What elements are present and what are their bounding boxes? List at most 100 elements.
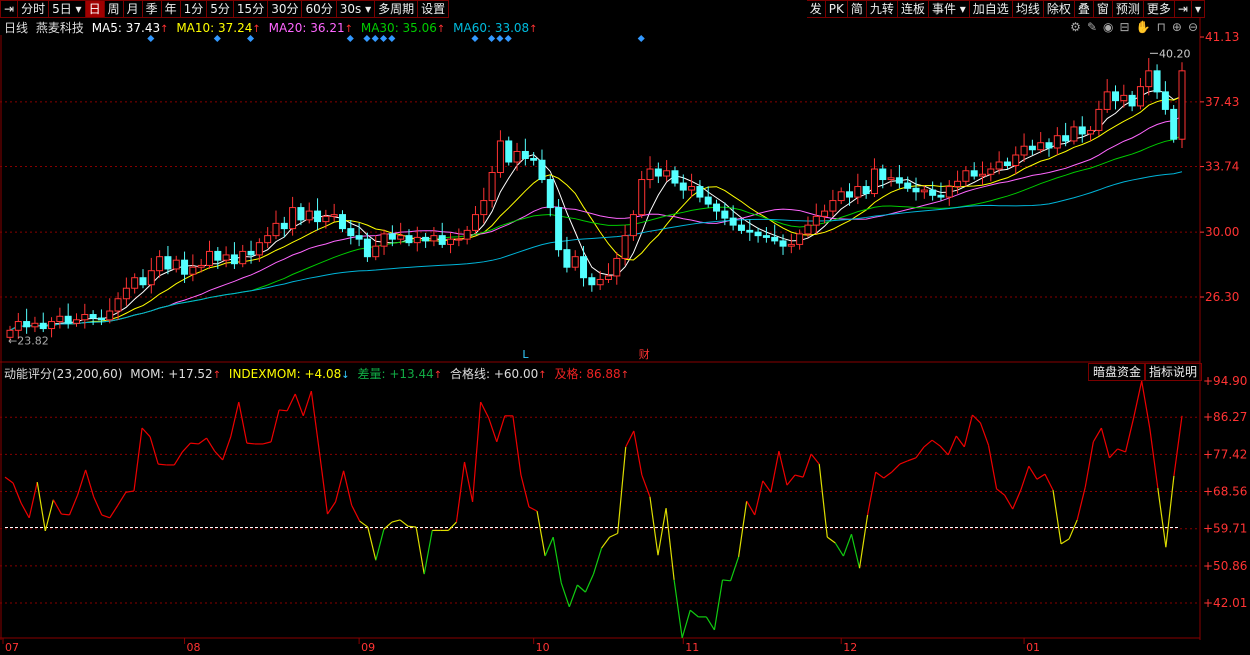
candle-body bbox=[746, 229, 754, 233]
zoom-out-icon[interactable]: ⊖ bbox=[1187, 20, 1198, 34]
chart-tools: ⚙ ✎ ◉ ⊟ ✋ ⊓ ⊕ ⊖ bbox=[1070, 20, 1198, 34]
mom-line-segment bbox=[286, 393, 296, 412]
mom-line-segment bbox=[802, 453, 812, 478]
mom-line-segment bbox=[68, 494, 79, 516]
mom-line-segment bbox=[931, 439, 941, 447]
mom-line-segment bbox=[93, 496, 103, 516]
mom-line-segment bbox=[359, 520, 369, 528]
feature-button-2[interactable]: 简 bbox=[847, 0, 867, 18]
ma20-value: MA20: 36.21↑ bbox=[268, 21, 354, 35]
mom-line-segment bbox=[592, 547, 603, 575]
mom-line-segment bbox=[190, 442, 199, 445]
mom-line-segment bbox=[649, 496, 659, 556]
tab-12[interactable]: 30s ▾ bbox=[336, 0, 376, 18]
mom-line-segment bbox=[61, 513, 70, 516]
price-tick-label: 33.74 bbox=[1205, 160, 1239, 174]
feature-button-4[interactable]: 连板 bbox=[897, 0, 929, 18]
mom-line-segment bbox=[770, 450, 780, 493]
candle-body bbox=[937, 194, 945, 198]
mom-line-segment bbox=[262, 441, 272, 445]
candle-body bbox=[314, 210, 322, 223]
hand-icon[interactable]: ✋ bbox=[1135, 20, 1151, 34]
mom-line-segment bbox=[488, 417, 498, 443]
ma30-value: MA30: 35.06↑ bbox=[360, 21, 446, 35]
month-label: 12 bbox=[843, 641, 857, 654]
feature-button-8[interactable]: 除权 bbox=[1043, 0, 1075, 18]
candle-body bbox=[222, 254, 230, 261]
mom-line-segment bbox=[125, 490, 135, 493]
eye-icon[interactable]: ◉ bbox=[1103, 20, 1114, 34]
feature-button-3[interactable]: 九转 bbox=[866, 0, 898, 18]
candle-body bbox=[862, 186, 870, 195]
mom-line-segment bbox=[786, 474, 796, 486]
tab-1[interactable]: 5日 ▾ bbox=[49, 0, 86, 18]
candle-body bbox=[1153, 70, 1161, 93]
gear-icon[interactable]: ⚙ bbox=[1070, 20, 1081, 34]
tab-8[interactable]: 5分 bbox=[207, 0, 234, 18]
indicator-help-button[interactable]: 指标说明 bbox=[1144, 363, 1203, 381]
candle-body bbox=[422, 236, 430, 242]
feature-button-11[interactable]: 预测 bbox=[1112, 0, 1144, 18]
tab-7[interactable]: 1分 bbox=[180, 0, 208, 18]
mom-line-segment bbox=[20, 502, 30, 519]
chart-annotation: L bbox=[522, 348, 529, 361]
tab-0[interactable]: 分时 bbox=[18, 0, 50, 18]
mom-line-segment bbox=[923, 439, 933, 448]
tab-14[interactable]: 设置 bbox=[418, 0, 450, 18]
mom-line-segment bbox=[455, 461, 466, 523]
tab-2[interactable]: 日 bbox=[85, 0, 105, 18]
lock-icon[interactable]: ⊓ bbox=[1156, 20, 1166, 34]
collapse-icon[interactable]: ⇥ bbox=[0, 0, 19, 18]
price-tick-label: 37.43 bbox=[1205, 95, 1239, 109]
tab-13[interactable]: 多周期 bbox=[375, 0, 419, 18]
tab-6[interactable]: 年 bbox=[161, 0, 181, 18]
mom-line-segment bbox=[222, 436, 232, 461]
tab-4[interactable]: 月 bbox=[123, 0, 143, 18]
tab-10[interactable]: 30分 bbox=[268, 0, 303, 18]
feature-button-10[interactable]: 窗 bbox=[1093, 0, 1113, 18]
mom-line-segment bbox=[512, 415, 522, 476]
candle-body bbox=[156, 256, 164, 272]
zoom-in-icon[interactable]: ⊕ bbox=[1171, 20, 1182, 34]
pen-icon[interactable]: ✎ bbox=[1086, 20, 1097, 34]
ma60-value: MA60: 33.08↑ bbox=[453, 21, 538, 35]
candle-body bbox=[530, 157, 538, 161]
tab-11[interactable]: 60分 bbox=[302, 0, 337, 18]
basket-icon[interactable]: ⊟ bbox=[1119, 20, 1130, 34]
month-label: 07 bbox=[5, 641, 19, 654]
tab-9[interactable]: 15分 bbox=[233, 0, 269, 18]
mom-line-segment bbox=[52, 499, 62, 515]
period-label: 日线 bbox=[4, 21, 29, 35]
candle-body bbox=[887, 177, 895, 181]
candle-body bbox=[1087, 129, 1095, 135]
expand-icon[interactable]: ⇥ bbox=[1174, 0, 1192, 18]
feature-button-5[interactable]: 事件 ▾ bbox=[928, 0, 970, 18]
tab-3[interactable]: 周 bbox=[104, 0, 124, 18]
mom-line-segment bbox=[1028, 465, 1038, 480]
feature-button-6[interactable]: 加自选 bbox=[969, 0, 1013, 18]
mom-line-segment bbox=[689, 609, 699, 618]
mom-line-segment bbox=[947, 435, 957, 456]
feature-button-1[interactable]: PK bbox=[825, 0, 848, 18]
tab-5[interactable]: 季 bbox=[142, 0, 162, 18]
feature-button-7[interactable]: 均线 bbox=[1012, 0, 1044, 18]
mom-line-segment bbox=[367, 526, 377, 561]
candle-body bbox=[1062, 135, 1070, 142]
mom-line-segment bbox=[214, 450, 224, 461]
candle-body bbox=[638, 179, 646, 216]
mom-line-segment bbox=[1124, 417, 1135, 453]
mom-line-segment bbox=[609, 532, 618, 538]
feature-button-0[interactable]: 发 bbox=[806, 0, 826, 18]
mom-line-segment bbox=[834, 542, 844, 557]
candle-body bbox=[621, 235, 629, 259]
candle-body bbox=[870, 168, 878, 195]
month-label: 08 bbox=[187, 641, 201, 654]
mom-line-segment bbox=[867, 471, 877, 516]
mom-line-segment bbox=[794, 474, 804, 478]
feature-button-12[interactable]: 更多 bbox=[1143, 0, 1175, 18]
dark-pool-button[interactable]: 暗盘资金 bbox=[1088, 363, 1147, 381]
event-marker-icon bbox=[388, 34, 396, 43]
feature-button-9[interactable]: 叠 bbox=[1074, 0, 1094, 18]
chevron-down-icon[interactable]: ▾ bbox=[1191, 0, 1205, 18]
